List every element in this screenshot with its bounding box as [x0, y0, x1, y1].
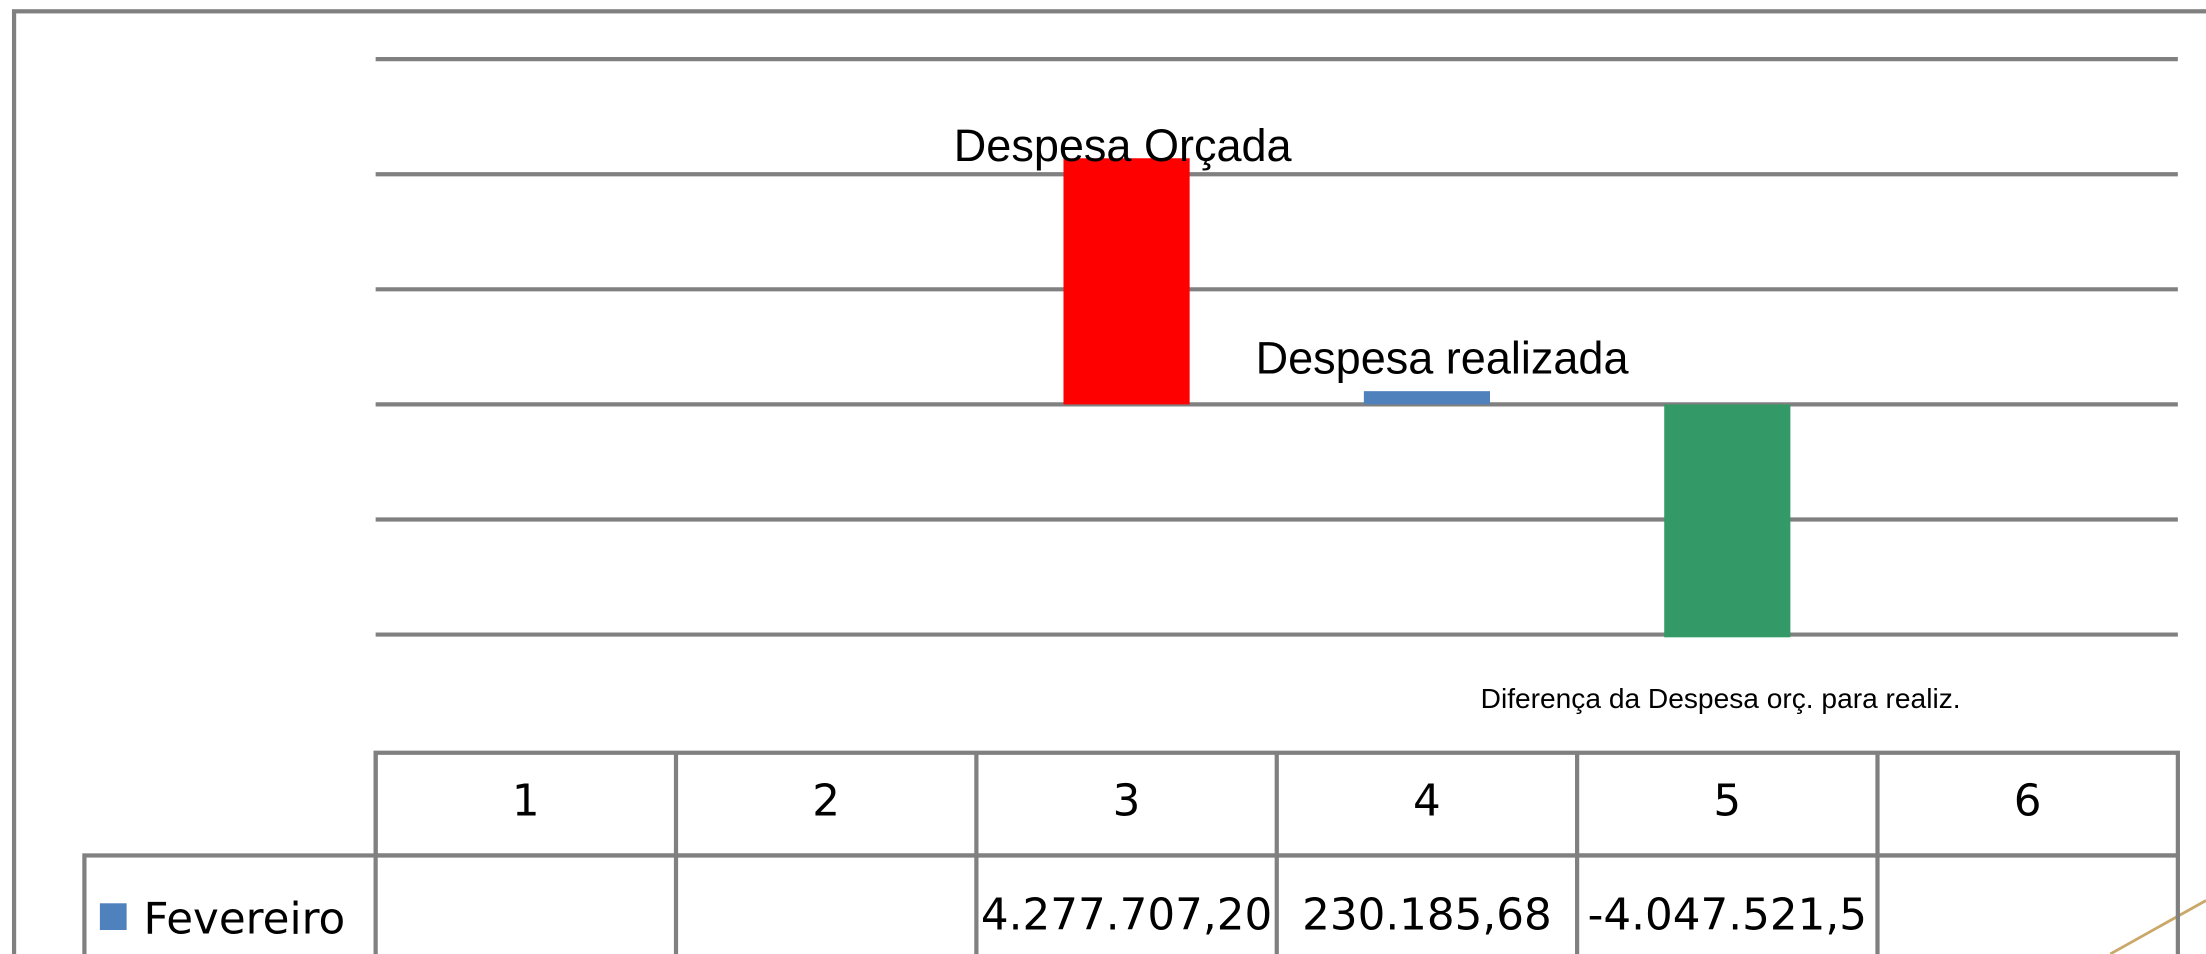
- x-tick-label: 6: [2014, 776, 2042, 826]
- bar: [1664, 404, 1791, 638]
- x-tick-label: 1: [512, 776, 540, 826]
- legend-swatch: [99, 903, 127, 931]
- bar: [1363, 391, 1491, 405]
- x-tick-label: 2: [812, 776, 840, 826]
- x-tick-label: 3: [1113, 776, 1141, 826]
- data-label: 4.277.707,20: [981, 890, 1272, 940]
- data-label: 230.185,68: [1302, 890, 1552, 940]
- table-row: [82, 853, 2180, 954]
- annotation: Despesa Orçada: [954, 120, 1293, 171]
- x-tick-label: 4: [1413, 776, 1441, 826]
- decoration: [2109, 899, 2206, 954]
- legend-label: Fevereiro: [144, 895, 346, 945]
- bar: [1063, 158, 1190, 405]
- annotation: Despesa realizada: [1256, 333, 1630, 384]
- x-tick-label: 5: [1713, 776, 1741, 826]
- annotation: Diferença da Despesa orç. para realiz.: [1481, 683, 1961, 714]
- chart-border: [11, 9, 2206, 954]
- data-label: -4.047.521,5: [1588, 890, 1867, 940]
